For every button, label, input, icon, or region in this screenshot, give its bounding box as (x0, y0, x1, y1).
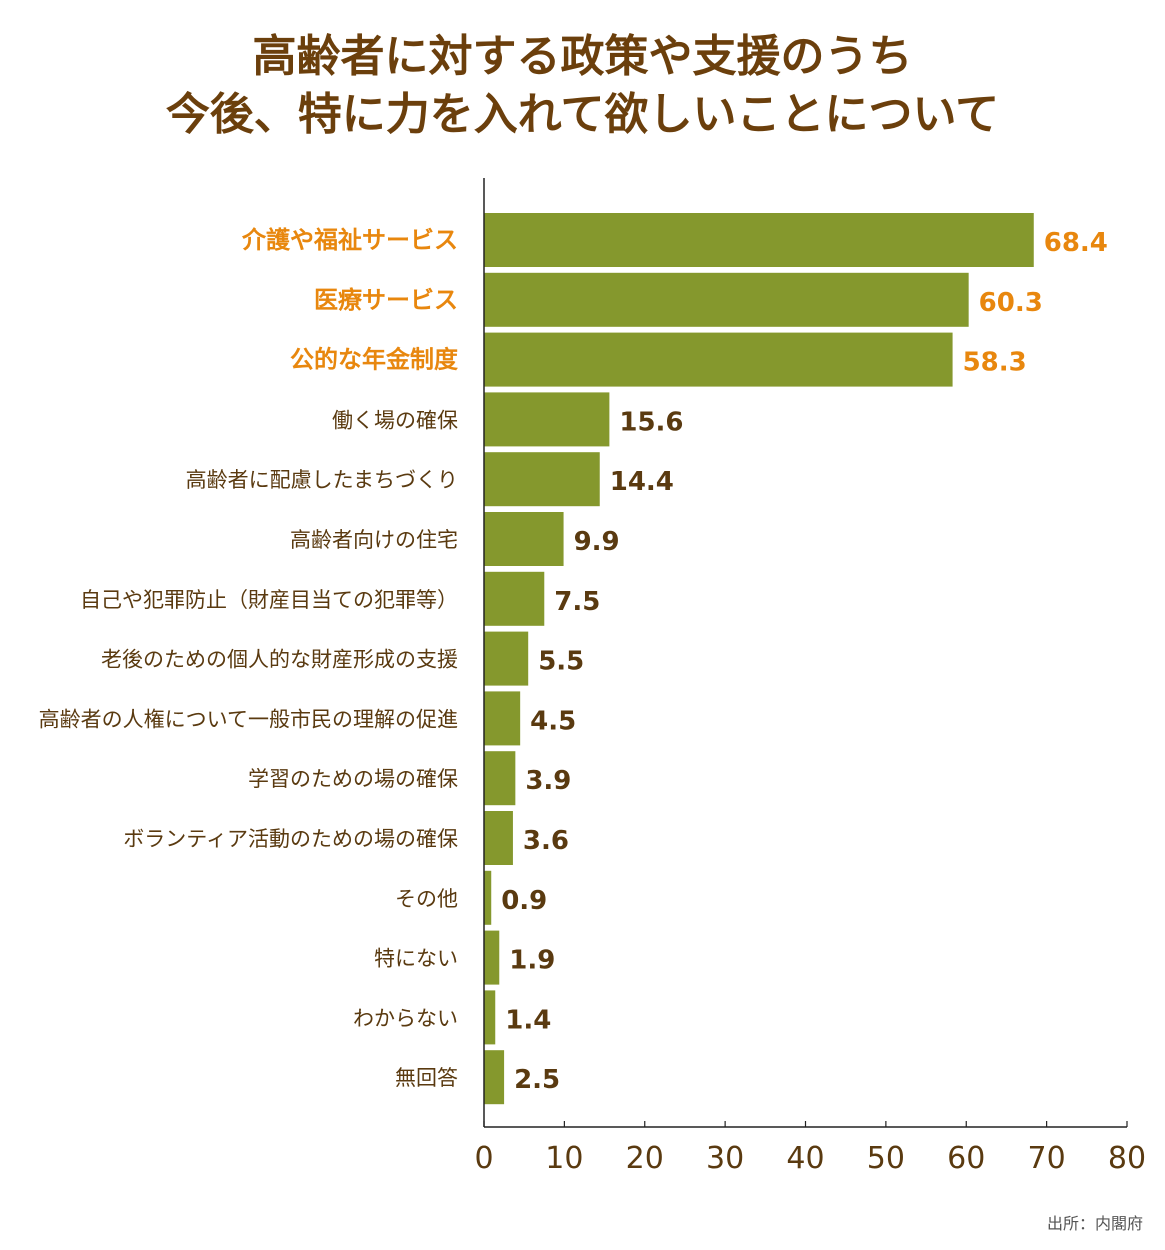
x-tick-label: 30 (706, 1141, 744, 1176)
category-label: 学習のための場の確保 (248, 767, 458, 791)
bar (484, 512, 564, 566)
x-tick-label: 20 (626, 1141, 664, 1176)
value-label: 60.3 (979, 288, 1043, 318)
value-label: 5.5 (538, 647, 584, 677)
value-label: 68.4 (1044, 228, 1108, 258)
category-label: 自己や犯罪防止（財産目当ての犯罪等） (80, 588, 458, 612)
category-label: 特にない (374, 947, 458, 971)
category-label: 高齢者向けの住宅 (290, 528, 458, 552)
value-label: 0.9 (501, 886, 547, 916)
value-label: 9.9 (574, 527, 620, 557)
category-label: 介護や福祉サービス (241, 226, 458, 254)
category-label: ボランティア活動のための場の確保 (123, 827, 458, 851)
category-label: その他 (395, 887, 458, 911)
category-label: 働く場の確保 (332, 408, 458, 432)
x-tick-label: 80 (1108, 1141, 1146, 1176)
category-label: わからない (353, 1006, 458, 1030)
x-tick-label: 50 (867, 1141, 905, 1176)
bar (484, 930, 500, 985)
x-tick-label: 10 (545, 1141, 583, 1176)
category-label: 医療サービス (314, 286, 458, 314)
x-tick-label: 70 (1028, 1141, 1066, 1176)
value-label: 14.4 (610, 467, 674, 497)
value-label: 1.4 (505, 1005, 551, 1035)
category-label: 高齢者の人権について一般市民の理解の促進 (39, 707, 458, 731)
bar (484, 1050, 505, 1105)
value-label: 3.6 (523, 826, 569, 856)
value-label: 3.9 (525, 766, 571, 796)
bar (484, 870, 492, 925)
category-label: 公的な年金制度 (290, 346, 459, 374)
chart-title-line-2: 今後、特に力を入れて欲しいことについて (165, 89, 1000, 140)
bar (484, 990, 496, 1045)
value-label: 58.3 (963, 348, 1027, 378)
value-label: 1.9 (509, 946, 555, 976)
source-note: 出所：内閣府 (1046, 1214, 1143, 1233)
x-tick-label: 0 (474, 1141, 493, 1176)
bar (484, 213, 1034, 267)
x-tick-label: 60 (947, 1141, 985, 1176)
bar (484, 452, 600, 507)
bar (484, 811, 513, 865)
bar (484, 392, 610, 447)
bar (484, 571, 545, 626)
bar (484, 691, 521, 746)
value-label: 15.6 (619, 407, 683, 437)
bar (484, 751, 516, 806)
bar (484, 631, 529, 686)
category-label: 高齢者に配慮したまちづくり (186, 468, 458, 492)
value-label: 2.5 (514, 1065, 560, 1095)
chart-title-line-1: 高齢者に対する政策や支援のうち (252, 31, 913, 82)
category-label: 老後のための個人的な財産形成の支援 (101, 648, 458, 672)
x-tick-label: 40 (786, 1141, 824, 1176)
value-label: 7.5 (554, 587, 600, 617)
bar (484, 332, 953, 387)
category-label: 無回答 (395, 1066, 458, 1090)
bar (484, 272, 969, 327)
value-label: 4.5 (530, 706, 576, 736)
